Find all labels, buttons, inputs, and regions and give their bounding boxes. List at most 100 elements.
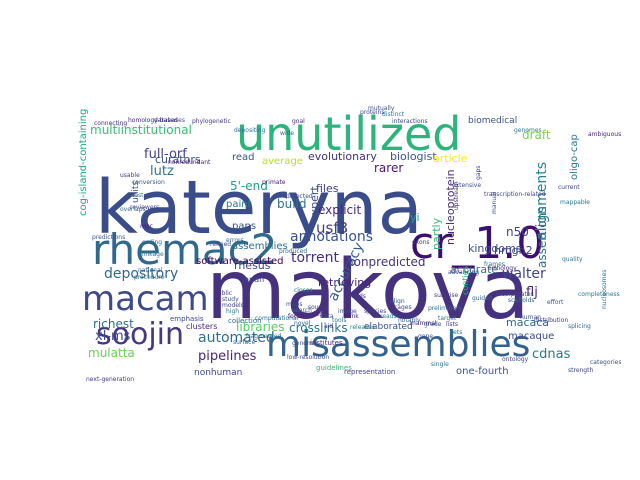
cloud-word: cdnas <box>532 347 571 362</box>
cloud-word: units <box>131 181 141 203</box>
cloud-word: predictions <box>92 234 125 241</box>
cloud-word: paps <box>232 221 256 232</box>
cloud-word: contigs <box>461 266 470 295</box>
cloud-word: computational <box>255 315 299 322</box>
cloud-word: japan <box>241 275 264 284</box>
cloud-word: databases <box>154 117 185 124</box>
cloud-word: macam <box>82 279 209 319</box>
cloud-word: crosslinks <box>289 321 348 335</box>
cloud-word: build <box>277 197 307 211</box>
cloud-word: fragmented <box>246 333 281 340</box>
cloud-word: goal <box>292 118 305 125</box>
cloud-word: nucleoprotein <box>444 169 457 245</box>
cloud-word: quality <box>562 256 583 263</box>
cloud-word: high <box>226 308 239 315</box>
cloud-word: splicing <box>568 323 591 330</box>
cloud-word: connecting <box>94 120 127 127</box>
cloud-word: kinds <box>350 293 366 300</box>
cloud-word: source <box>308 304 328 311</box>
cloud-word: proteins <box>360 109 384 116</box>
cloud-word: maps <box>286 301 302 308</box>
cloud-word: nonpredicted <box>346 255 425 269</box>
cloud-word: low-resolution <box>287 354 329 361</box>
cloud-word: explicit <box>318 203 361 217</box>
cloud-word: releases <box>350 324 375 331</box>
cloud-word: usable <box>120 172 140 179</box>
cloud-word: pipelines <box>198 349 257 364</box>
cloud-word: rarer <box>374 161 403 175</box>
cloud-word: collection <box>228 317 262 325</box>
cloud-word: wide <box>280 130 294 137</box>
cloud-word: bank <box>344 313 359 320</box>
cloud-word: clusters <box>186 322 217 331</box>
cloud-word: species <box>364 308 386 315</box>
cloud-word: representation <box>344 368 395 376</box>
cloud-word: lists <box>446 321 458 328</box>
cloud-word: expert <box>308 186 321 222</box>
cloud-word: extensive <box>452 182 481 189</box>
cloud-word: study <box>222 296 239 303</box>
cloud-word: hmgn2 <box>494 244 533 257</box>
cloud-word: software-assisted <box>196 256 284 267</box>
cloud-word: target <box>438 315 457 322</box>
cloud-word: gaps <box>475 166 482 180</box>
cloud-word: draft <box>522 128 551 142</box>
cloud-word: macacа <box>506 316 549 329</box>
cloud-word: align <box>390 298 405 305</box>
cloud-word: ambiguous <box>588 131 621 138</box>
cloud-word: flj <box>526 285 538 300</box>
cloud-word: national <box>138 267 163 274</box>
cloud-word: orthology <box>488 265 517 272</box>
cloud-word: biologist <box>390 150 437 163</box>
cloud-word: mulatta <box>88 346 135 360</box>
cloud-word: depository <box>104 266 178 282</box>
cloud-word: misassemblies <box>266 324 530 365</box>
cloud-word: biomedical <box>468 116 517 126</box>
cloud-word: data <box>320 313 334 320</box>
cloud-word: search <box>292 307 312 314</box>
cloud-word: paint <box>226 199 252 210</box>
cloud-word: nonhuman <box>194 368 242 378</box>
cloud-word: usf3 <box>316 219 348 237</box>
cloud-word: conversion <box>132 179 165 186</box>
cloud-word: emphasis <box>170 315 204 323</box>
cloud-word: assemblies <box>232 241 288 252</box>
cloud-word: notably <box>398 317 421 324</box>
cloud-word: refined <box>210 241 231 248</box>
cloud-word: transcription-related <box>484 191 546 198</box>
cloud-word: read <box>232 152 255 163</box>
cloud-word: cr_1.0 <box>410 218 544 269</box>
cloud-word: average <box>262 156 303 167</box>
cloud-word: torrent <box>291 250 339 266</box>
cloud-word: curators <box>155 153 201 166</box>
cloud-word: aid <box>324 323 333 330</box>
cloud-word: partly <box>430 217 443 250</box>
cloud-word: kateryna <box>95 165 423 251</box>
cloud-word: lutz <box>150 164 174 179</box>
cloud-word: sets <box>450 329 462 336</box>
cloud-word: mgc <box>140 223 153 230</box>
cloud-word: chimeric <box>301 311 327 318</box>
cloud-word: guided <box>472 295 493 302</box>
cloud-word: overlaps <box>120 206 146 213</box>
cloud-word: nonredundant <box>168 159 211 166</box>
cloud-word: n50 <box>506 225 529 239</box>
cloud-word: procedure <box>134 274 165 281</box>
cloud-word: incorporates <box>496 291 534 298</box>
cloud-word: surface <box>233 339 255 346</box>
cloud-word: evolutionary <box>308 150 377 163</box>
cloud-word: upstream <box>453 181 460 210</box>
cloud-word: oligo-cap <box>569 134 580 180</box>
cloud-word: libraries <box>236 320 284 334</box>
cloud-word: advancing <box>448 269 479 276</box>
cloud-word: categories <box>590 359 621 366</box>
cloud-word: models <box>222 302 244 309</box>
cloud-word: closes <box>294 287 313 294</box>
cloud-word: surprise <box>434 292 458 299</box>
cloud-word: homology-based <box>128 117 178 124</box>
cloud-word: next-generation <box>86 376 134 383</box>
cloud-word: gene <box>418 333 433 340</box>
cloud-word: coding <box>142 239 162 246</box>
cloud-word: mammal <box>410 320 437 327</box>
